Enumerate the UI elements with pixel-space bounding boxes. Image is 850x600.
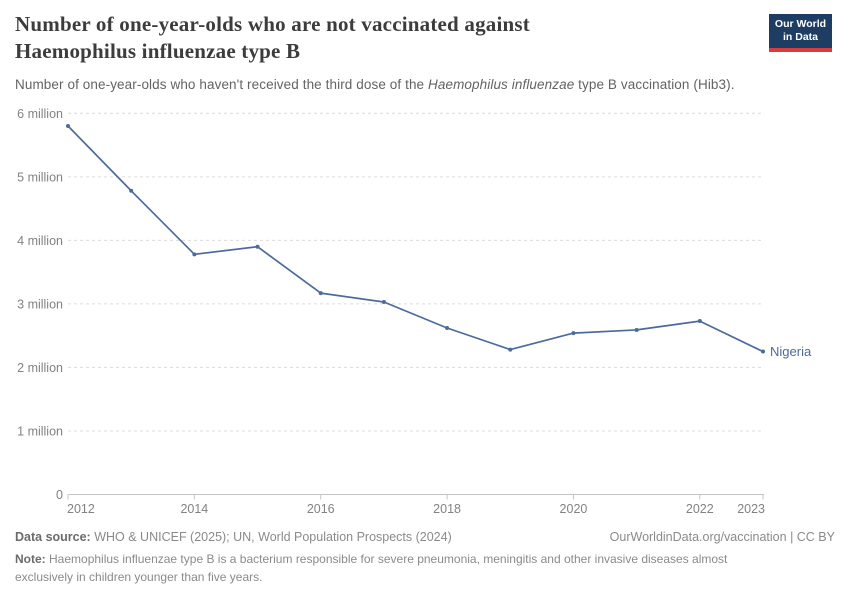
y-axis-label: 5 million xyxy=(17,170,63,184)
data-source-label: Data source: xyxy=(15,530,91,544)
x-axis-label: 2018 xyxy=(433,502,461,516)
subtitle-text: Number of one-year-olds who haven't rece… xyxy=(15,77,429,92)
subtitle-italic-species: Haemophilus influenzae xyxy=(428,77,575,92)
x-axis-label: 2023 xyxy=(737,502,765,516)
subtitle-text-end: type B vaccination (Hib3). xyxy=(574,77,735,92)
y-axis-label: 2 million xyxy=(17,361,63,375)
series-line-nigeria[interactable] xyxy=(67,125,764,353)
title-line-2: Haemophilus influenzae type B xyxy=(15,39,301,63)
x-axis-label: 2016 xyxy=(307,502,335,516)
x-axis-label: 2014 xyxy=(180,502,208,516)
data-point-marker[interactable] xyxy=(761,349,765,354)
data-point-marker[interactable] xyxy=(381,299,386,304)
owid-logo-line-2: in Data xyxy=(782,31,818,43)
title-line-1: Number of one-year-olds who are not vacc… xyxy=(15,12,530,36)
series-end-label: Nigeria xyxy=(770,344,812,359)
data-point-marker[interactable] xyxy=(129,188,134,193)
data-point-marker[interactable] xyxy=(192,252,197,257)
x-axis-label: 2012 xyxy=(67,502,95,516)
page-title: Number of one-year-olds who are not vacc… xyxy=(15,11,530,65)
data-point-marker[interactable] xyxy=(255,244,260,249)
data-point-marker[interactable] xyxy=(445,326,450,331)
y-axis-label: 1 million xyxy=(17,424,63,438)
data-source-text: WHO & UNICEF (2025); UN, World Populatio… xyxy=(94,530,452,544)
y-axis-label: 4 million xyxy=(17,234,63,248)
x-axis-label: 2020 xyxy=(560,502,588,516)
data-point-marker[interactable] xyxy=(66,124,70,129)
chart-note: Note: Haemophilus influenzae type B is a… xyxy=(15,551,777,586)
data-point-marker[interactable] xyxy=(318,291,323,296)
y-axis-label: 6 million xyxy=(17,107,63,121)
owid-logo-line-1: Our World xyxy=(774,18,827,30)
owid-logo[interactable]: Our World in Data xyxy=(769,14,832,52)
data-point-marker[interactable] xyxy=(697,319,702,324)
citation-license-link[interactable]: OurWorldinData.org/vaccination | CC BY xyxy=(609,530,835,544)
x-axis-label: 2022 xyxy=(686,502,714,516)
data-point-marker[interactable] xyxy=(634,327,639,332)
note-line-1: Haemophilus influenzae type B is a bacte… xyxy=(49,552,728,566)
data-point-marker[interactable] xyxy=(508,347,513,352)
note-label: Note: xyxy=(15,552,46,566)
y-axis-label: 3 million xyxy=(17,297,63,311)
y-axis-label: 0 xyxy=(56,488,63,502)
note-line-2: exclusively in children younger than fiv… xyxy=(15,569,263,584)
chart-subtitle: Number of one-year-olds who haven't rece… xyxy=(15,77,735,92)
data-point-marker[interactable] xyxy=(571,331,576,336)
data-source[interactable]: Data source: WHO & UNICEF (2025); UN, Wo… xyxy=(15,530,452,544)
